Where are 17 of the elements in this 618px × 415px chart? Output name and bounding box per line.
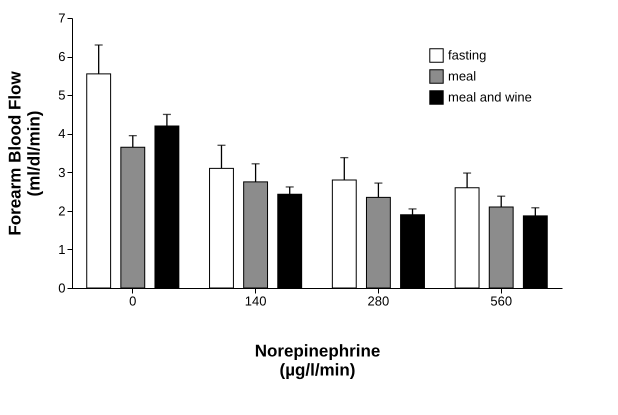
y-tick-label: 6 (58, 49, 66, 64)
y-tick-label: 0 (58, 280, 66, 296)
y-axis-title: Forearm Blood Flow (ml/dl/min) (5, 70, 44, 236)
y-tick-label: 1 (58, 242, 66, 257)
x-tick-label: 280 (368, 294, 390, 308)
y-tick-label: 3 (58, 164, 66, 180)
y-tick-label: 7 (58, 10, 66, 26)
y-tick-label: 4 (58, 126, 66, 142)
legend-label: meal (448, 68, 476, 84)
x-tick-label: 140 (244, 294, 266, 308)
y-tick-label: 5 (58, 88, 66, 103)
x-tick-label: 0 (129, 294, 136, 308)
x-tick-label: 560 (490, 294, 512, 308)
y-tick-label: 2 (58, 203, 66, 218)
x-axis-title: Norepinephrine (µg/l/min) (254, 342, 380, 380)
legend-label: fasting (448, 48, 486, 62)
legend-label: meal and wine (448, 90, 532, 104)
